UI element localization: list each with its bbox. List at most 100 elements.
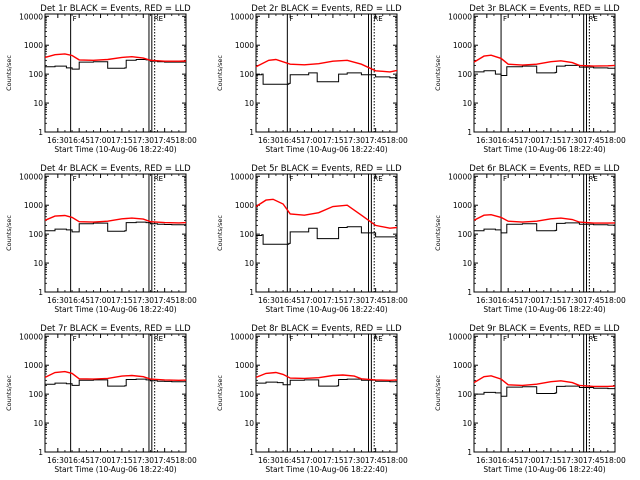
detector-panel-9: Det 9r BLACK = Events, RED = LLD 1 10 100 10… <box>434 324 626 474</box>
y-tick-label: 1 <box>467 448 472 457</box>
y-axis-label: Counts/sec <box>216 55 224 91</box>
lld-series-line <box>255 198 398 229</box>
lld-series-line <box>473 375 616 388</box>
y-tick-label: 1000 <box>24 201 43 210</box>
plot-frame <box>473 13 616 133</box>
plot-frame <box>473 333 616 453</box>
y-tick-label: 100 <box>240 230 255 239</box>
x-tick-label: 17:45 <box>365 456 387 465</box>
marker-label-re: RE <box>589 175 598 183</box>
y-tick-label: 10000 <box>19 332 43 341</box>
x-tick-label: 16:30 <box>476 456 498 465</box>
plot-frame <box>44 13 187 133</box>
x-tick-label: 17:45 <box>365 296 387 305</box>
y-tick-label: 1 <box>249 128 254 137</box>
events-series-line <box>256 72 398 85</box>
x-tick-label: 17:30 <box>343 456 365 465</box>
y-tick-label: 100 <box>240 70 255 79</box>
y-tick-label: 1 <box>467 128 472 137</box>
x-tick-label: 16:45 <box>68 136 90 145</box>
y-tick-label: 1000 <box>24 361 43 370</box>
plot-frame <box>44 333 187 453</box>
panel-title: Det 6r BLACK = Events, RED = LLD <box>469 164 620 174</box>
x-tick-label: 16:30 <box>47 456 69 465</box>
x-tick-label: 17:30 <box>561 456 583 465</box>
y-tick-label: 1 <box>38 288 43 297</box>
marker-label-re: RE <box>373 175 382 183</box>
panel-title: Det 8r BLACK = Events, RED = LLD <box>251 324 402 334</box>
x-axis-label: Start Time (10-Aug-06 18:22:40) <box>54 145 176 154</box>
y-tick-label: 10 <box>462 99 472 108</box>
y-tick-label: 100 <box>458 70 473 79</box>
y-tick-label: 1 <box>38 448 43 457</box>
y-tick-label: 1000 <box>453 201 472 210</box>
x-tick-label: 17:30 <box>132 456 154 465</box>
lld-series-line <box>44 214 187 224</box>
x-tick-label: 17:30 <box>561 296 583 305</box>
x-axis-label: Start Time (10-Aug-06 18:22:40) <box>265 465 387 474</box>
lld-series-line <box>44 370 187 382</box>
detector-panel-7: Det 7r BLACK = Events, RED = LLD 1 10 100 10… <box>5 324 197 474</box>
detector-panel-2: Det 2r BLACK = Events, RED = LLD 1 10 100 10… <box>216 4 408 154</box>
marker-label-f: F <box>289 335 293 343</box>
x-tick-label: 16:45 <box>497 456 519 465</box>
lld-series-line <box>44 53 187 62</box>
x-axis-label: Start Time (10-Aug-06 18:22:40) <box>483 145 605 154</box>
x-tick-label: 18:00 <box>604 296 626 305</box>
x-tick-label: 16:30 <box>258 296 280 305</box>
plot-frame <box>255 333 398 453</box>
events-series-line <box>256 226 398 245</box>
marker-label-re: RE <box>373 335 382 343</box>
y-tick-label: 100 <box>29 70 44 79</box>
detector-panel-3: Det 3r BLACK = Events, RED = LLD 1 10 100 10… <box>434 4 626 154</box>
x-axis-label: Start Time (10-Aug-06 18:22:40) <box>54 465 176 474</box>
x-tick-label: 17:15 <box>322 456 344 465</box>
y-tick-label: 1000 <box>235 201 254 210</box>
panel-title: Det 7r BLACK = Events, RED = LLD <box>40 324 191 334</box>
marker-label-re: RE <box>589 15 598 23</box>
y-tick-label: 1 <box>249 288 254 297</box>
x-axis-label: Start Time (10-Aug-06 18:22:40) <box>54 305 176 314</box>
x-tick-label: 18:00 <box>175 296 197 305</box>
marker-label-f: F <box>503 335 507 343</box>
marker-label-f: F <box>73 175 77 183</box>
y-tick-label: 1000 <box>235 41 254 50</box>
x-tick-label: 18:00 <box>604 456 626 465</box>
y-tick-label: 10000 <box>230 172 254 181</box>
x-tick-label: 18:00 <box>386 136 408 145</box>
panel-title: Det 2r BLACK = Events, RED = LLD <box>251 4 402 14</box>
x-tick-label: 17:15 <box>540 296 562 305</box>
panel-title: Det 4r BLACK = Events, RED = LLD <box>40 164 191 174</box>
y-tick-label: 100 <box>29 230 44 239</box>
y-tick-label: 1000 <box>453 41 472 50</box>
marker-label-f: F <box>73 335 77 343</box>
x-tick-label: 16:30 <box>258 136 280 145</box>
y-tick-label: 10000 <box>230 332 254 341</box>
y-axis-label: Counts/sec <box>5 215 13 251</box>
detector-panel-6: Det 6r BLACK = Events, RED = LLD 1 10 100 10… <box>434 164 626 314</box>
y-tick-label: 100 <box>29 390 44 399</box>
x-tick-label: 17:00 <box>90 296 112 305</box>
marker-label-f: F <box>503 175 507 183</box>
y-tick-label: 10 <box>33 259 43 268</box>
x-tick-label: 16:45 <box>279 296 301 305</box>
x-axis-label: Start Time (10-Aug-06 18:22:40) <box>265 305 387 314</box>
x-tick-label: 16:30 <box>258 456 280 465</box>
y-axis-label: Counts/sec <box>216 215 224 251</box>
y-tick-label: 10000 <box>19 12 43 21</box>
x-tick-label: 18:00 <box>386 296 408 305</box>
marker-label-re: RE <box>154 175 163 183</box>
lld-series-line <box>255 58 398 73</box>
x-axis-label: Start Time (10-Aug-06 18:22:40) <box>483 305 605 314</box>
y-tick-label: 100 <box>458 230 473 239</box>
detector-panel-4: Det 4r BLACK = Events, RED = LLD 1 10 100 10… <box>5 164 197 314</box>
marker-label-f: F <box>73 15 77 23</box>
y-tick-label: 1 <box>249 448 254 457</box>
x-tick-label: 17:00 <box>90 456 112 465</box>
y-tick-label: 1000 <box>235 361 254 370</box>
x-axis-label: Start Time (10-Aug-06 18:22:40) <box>483 465 605 474</box>
y-axis-label: Counts/sec <box>5 55 13 91</box>
y-tick-label: 100 <box>240 390 255 399</box>
detector-panel-8: Det 8r BLACK = Events, RED = LLD 1 10 100 10… <box>216 324 408 474</box>
x-tick-label: 18:00 <box>175 456 197 465</box>
